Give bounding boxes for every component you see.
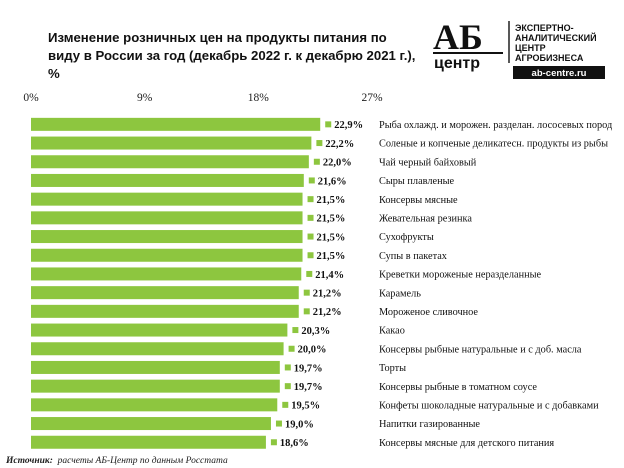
bar <box>31 398 278 412</box>
value-label: 22,2% <box>325 139 354 150</box>
bar <box>31 417 271 431</box>
x-axis-ticks: 0% 9% 18% 27% <box>23 92 383 104</box>
source-text: расчеты АБ-Центр по данным Росстата <box>57 456 228 466</box>
value-label: 19,7% <box>294 363 323 374</box>
category-label: Торты <box>379 363 406 374</box>
category-label: Карамель <box>379 288 421 299</box>
logo-line4: АГРОБИЗНЕСА <box>515 53 584 63</box>
category-label: Консервы рыбные в томатном соусе <box>379 382 537 393</box>
logo-site-box <box>513 66 605 79</box>
value-marker <box>284 364 291 371</box>
value-marker <box>313 158 320 165</box>
value-marker <box>307 233 314 240</box>
bar <box>31 304 299 318</box>
bar <box>31 435 266 449</box>
value-label: 20,0% <box>298 345 327 356</box>
logo-small: центр <box>434 55 480 72</box>
value-marker <box>307 196 314 203</box>
bar <box>31 267 302 281</box>
category-label: Сыры плавленые <box>379 176 455 187</box>
bar <box>31 230 303 244</box>
value-marker <box>270 439 277 446</box>
x-tick-label: 0% <box>23 92 39 104</box>
value-label: 20,3% <box>301 326 330 337</box>
category-label: Соленые и копченые деликатесн. продукты … <box>379 139 608 150</box>
category-label: Какао <box>379 326 405 337</box>
x-tick-label: 27% <box>361 92 383 104</box>
source-note: Источник: расчеты АБ-Центр по данным Рос… <box>6 456 228 466</box>
category-label: Сухофрукты <box>379 232 434 243</box>
bar <box>31 360 280 374</box>
value-marker <box>292 327 299 334</box>
category-label: Креветки мороженые неразделанные <box>379 270 542 281</box>
value-marker <box>303 308 310 315</box>
value-label: 22,0% <box>323 158 352 169</box>
value-marker <box>284 383 291 390</box>
value-label: 22,9% <box>334 120 363 131</box>
value-label: 21,5% <box>317 214 346 225</box>
value-marker <box>307 252 314 259</box>
bar <box>31 248 303 262</box>
value-label: 21,2% <box>313 288 342 299</box>
value-label: 21,2% <box>313 307 342 318</box>
logo-line3: ЦЕНТР <box>515 43 546 53</box>
value-marker <box>288 345 295 352</box>
bar <box>31 155 309 169</box>
ab-centre-logo: АБ центр ЭКСПЕРТНО- АНАЛИТИЧЕСКИЙ ЦЕНТР … <box>433 17 605 79</box>
bars: 22,9% Рыба охлажд. и морожен. разделан. л… <box>31 117 612 449</box>
value-marker <box>282 401 289 408</box>
category-label: Жевательная резинка <box>379 213 472 224</box>
value-marker <box>275 420 282 427</box>
value-label: 21,5% <box>317 232 346 243</box>
value-marker <box>306 270 313 277</box>
bar <box>31 117 321 131</box>
value-label: 19,5% <box>291 401 320 412</box>
category-label: Рыба охлажд. и морожен. разделан. лососе… <box>379 120 612 131</box>
x-tick-label: 9% <box>137 92 153 104</box>
category-label: Супы в пакетах <box>379 251 448 262</box>
bar <box>31 342 284 356</box>
value-marker <box>307 214 314 221</box>
category-label: Консервы мясные <box>379 195 458 206</box>
bar <box>31 192 303 206</box>
bar <box>31 136 312 150</box>
value-marker <box>308 177 315 184</box>
bar <box>31 211 303 225</box>
logo-big: АБ <box>433 17 483 57</box>
bar <box>31 173 304 187</box>
category-label: Напитки газированные <box>379 419 480 430</box>
bar <box>31 323 288 337</box>
x-tick-label: 18% <box>248 92 270 104</box>
logo-line1: ЭКСПЕРТНО- <box>515 23 574 33</box>
value-label: 21,5% <box>317 195 346 206</box>
category-label: Чай черный байховый <box>379 157 477 168</box>
value-label: 21,6% <box>318 176 347 187</box>
category-label: Конфеты шоколадные натуральные и с добав… <box>379 400 599 411</box>
source-label: Источник: <box>6 456 53 466</box>
value-label: 19,7% <box>294 382 323 393</box>
value-marker <box>303 289 310 296</box>
chart-title: Изменение розничных цен на продукты пита… <box>48 30 416 81</box>
logo-site: ab-centre.ru <box>532 68 587 79</box>
value-marker <box>316 140 323 147</box>
category-label: Консервы мясные для детского питания <box>379 438 554 449</box>
value-label: 21,5% <box>317 251 346 262</box>
value-label: 18,6% <box>280 438 309 449</box>
value-label: 19,0% <box>285 419 314 430</box>
category-label: Мороженое сливочное <box>379 307 478 318</box>
category-label: Консервы рыбные натуральные и с доб. мас… <box>379 344 582 355</box>
value-marker <box>325 121 332 128</box>
bar <box>31 286 299 300</box>
value-label: 21,4% <box>315 270 344 281</box>
logo-line2: АНАЛИТИЧЕСКИЙ <box>515 32 597 43</box>
bar <box>31 379 280 393</box>
